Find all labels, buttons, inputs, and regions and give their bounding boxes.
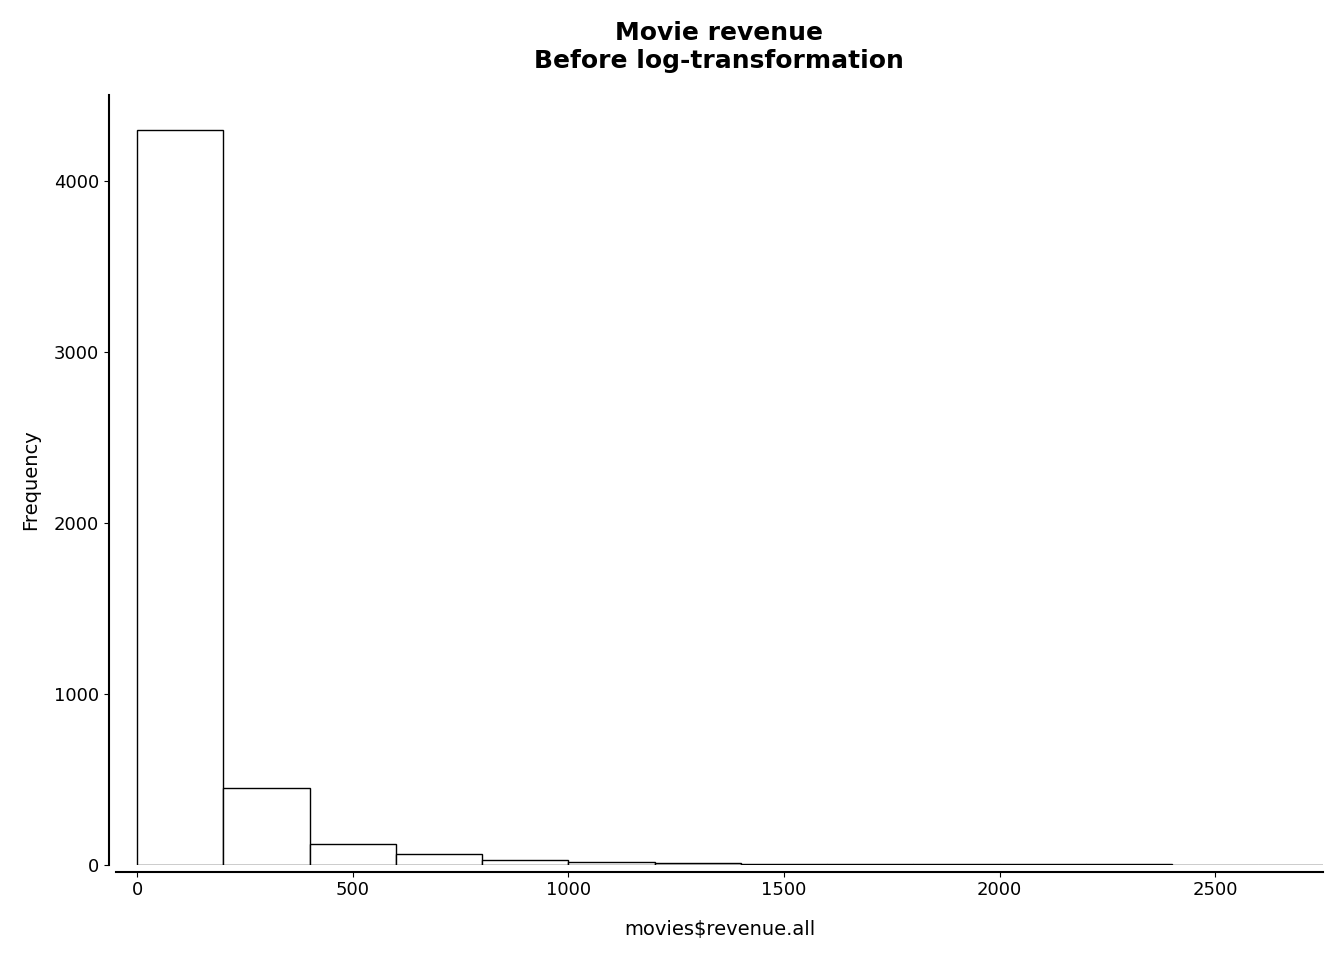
Bar: [223, 788, 309, 865]
Bar: [309, 844, 396, 865]
Title: Movie revenue
Before log-transformation: Movie revenue Before log-transformation: [535, 21, 905, 73]
Bar: [137, 130, 223, 865]
Bar: [482, 859, 569, 865]
Y-axis label: Frequency: Frequency: [22, 430, 40, 531]
Bar: [655, 863, 741, 865]
Bar: [569, 862, 655, 865]
Bar: [396, 853, 482, 865]
X-axis label: movies$revenue.all: movies$revenue.all: [624, 921, 814, 939]
